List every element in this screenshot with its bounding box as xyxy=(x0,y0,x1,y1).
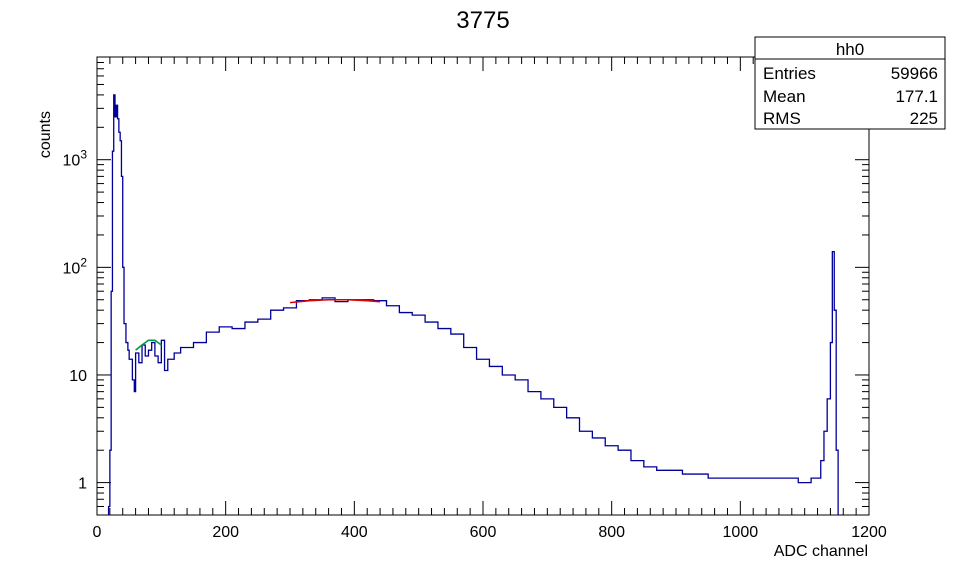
fit-series-line xyxy=(289,298,381,304)
x-tick-label: 600 xyxy=(470,524,497,541)
x-tick-label: 1200 xyxy=(851,524,887,541)
stats-entries-value: 59966 xyxy=(891,64,938,83)
y-tick-label: 10 xyxy=(69,368,87,385)
y-axis-title: counts xyxy=(37,111,54,158)
stats-box-name: hh0 xyxy=(836,40,864,59)
plot-frame xyxy=(96,56,870,516)
histogram-series xyxy=(107,94,839,515)
fit-series-line xyxy=(135,339,162,351)
y-tick-label: 103 xyxy=(63,148,88,170)
stats-mean-label: Mean xyxy=(763,87,806,106)
x-tick-label: 400 xyxy=(341,524,368,541)
x-axis-title: ADC channel xyxy=(774,543,868,560)
stats-entries-label: Entries xyxy=(763,64,816,83)
y-tick-label: 102 xyxy=(63,255,88,277)
x-tick-label: 200 xyxy=(212,524,239,541)
x-tick-label: 800 xyxy=(598,524,625,541)
stats-rms-value: 225 xyxy=(910,109,938,128)
fit-series xyxy=(135,298,381,351)
stats-box: hh0 Entries 59966 Mean 177.1 RMS 225 xyxy=(754,36,946,130)
chart-title: 3775 xyxy=(456,7,509,34)
stats-box-frame xyxy=(754,36,946,130)
stats-rms-label: RMS xyxy=(763,109,801,128)
axis-ticks xyxy=(96,56,870,516)
stats-mean-value: 177.1 xyxy=(895,87,938,106)
y-tick-label: 1 xyxy=(78,476,87,493)
x-tick-labels: 0 200 400 600 800 1000 1200 xyxy=(93,524,887,541)
y-tick-labels: 1 10 102 103 xyxy=(63,148,88,493)
x-tick-label: 1000 xyxy=(723,524,759,541)
x-tick-label: 0 xyxy=(93,524,102,541)
histogram-series-line xyxy=(107,94,839,515)
